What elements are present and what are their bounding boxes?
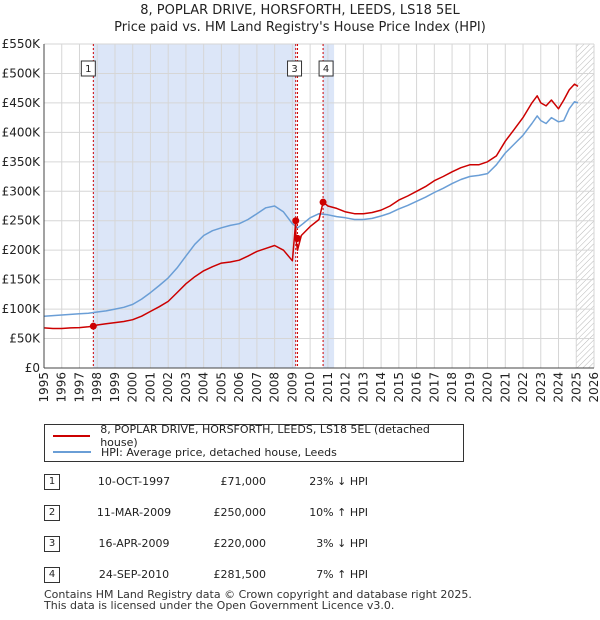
label-text: 1 (85, 64, 91, 75)
axes: £0 £50K £100K £150K £200K £250K £300K £350K £400… (2, 37, 600, 403)
x-tick-label: 2019 (463, 372, 477, 403)
table-row: 1 10-OCT-1997 £71,000 23% ↓ HPI (44, 472, 404, 494)
tx-date: 24-SEP-2010 (98, 568, 170, 581)
sale-marker (319, 198, 327, 206)
series-line-property (43, 83, 579, 330)
x-tick-label: 2015 (392, 372, 406, 403)
label-box (287, 60, 303, 77)
transaction-labels: 1 3 4 (80, 60, 334, 77)
series-line-hpi (43, 100, 579, 317)
sale-marker (89, 322, 97, 330)
y-tick-label: £450K (2, 96, 42, 110)
tx-price: £281,500 (213, 568, 267, 581)
table-row: 2 11-MAR-2009 £250,000 10% ↑ HPI (44, 503, 404, 525)
footer-copyright: Contains HM Land Registry data © Crown c… (44, 588, 472, 601)
label-text: 3 (291, 64, 297, 75)
sale-marker (294, 234, 302, 242)
series-lines (43, 83, 579, 330)
x-tick-label: 2000 (126, 372, 140, 403)
legend-swatch-red (53, 435, 91, 437)
x-tick-label: 2004 (197, 372, 211, 403)
x-tick-label: 1996 (55, 372, 69, 403)
legend-label-property: 8, POPLAR DRIVE, HORSFORTH, LEEDS, LS18 … (100, 423, 430, 449)
y-tick-label: £50K (9, 332, 41, 346)
x-tick-label: 2025 (569, 372, 583, 403)
tx-number: 2 (44, 505, 60, 521)
x-tick-label: 2013 (356, 372, 370, 403)
y-tick-label: £400K (2, 125, 42, 139)
tx-hpi: 3% ↓ HPI (316, 537, 368, 550)
x-tick-label: 1995 (37, 372, 51, 403)
y-tick-label: £0 (25, 361, 40, 375)
x-tick-label: 2020 (481, 372, 495, 403)
legend-swatch-blue (53, 451, 91, 453)
chart-title-line2: Price paid vs. HM Land Registry's House … (114, 20, 486, 35)
x-tick-label: 2016 (410, 372, 424, 403)
legend-item-property: 8, POPLAR DRIVE, HORSFORTH, LEEDS, LS18 … (53, 423, 463, 449)
x-tick-label: 1997 (72, 372, 86, 403)
y-tick-label: £200K (2, 243, 42, 257)
x-tick-label: 2022 (516, 372, 530, 403)
x-tick-label: 2011 (321, 372, 335, 403)
sale-markers (89, 198, 327, 330)
x-tick-label: 2007 (250, 372, 264, 403)
price-chart: 1 3 4 £0 £50K £100K £150K £200K £250K £300K £350K… (2, 37, 600, 403)
label-text: 4 (323, 64, 329, 75)
x-tick-label: 2010 (303, 372, 317, 403)
x-tick-label: 2008 (268, 372, 282, 403)
x-tick-label: 2006 (232, 372, 246, 403)
tx-number: 1 (44, 474, 60, 490)
sale-marker (292, 217, 300, 225)
y-tick-label: £300K (2, 184, 42, 198)
y-tick-label: £100K (2, 302, 42, 316)
y-tick-label: £250K (2, 214, 42, 228)
x-tick-label: 2014 (374, 372, 388, 403)
transaction-label-1: 1 (80, 60, 96, 77)
tx-date: 16-APR-2009 (98, 537, 170, 550)
hatched-range (576, 44, 594, 368)
legend: 8, POPLAR DRIVE, HORSFORTH, LEEDS, LS18 … (44, 423, 464, 462)
x-tick-label: 2017 (427, 372, 441, 403)
tx-price: £220,000 (213, 537, 267, 550)
tx-hpi: 23% ↓ HPI (309, 475, 368, 488)
transaction-label-3: 3 (287, 60, 303, 77)
shaded-range (93, 44, 296, 368)
chart-title-line1: 8, POPLAR DRIVE, HORSFORTH, LEEDS, LS18 … (140, 3, 460, 18)
tx-price: £250,000 (213, 506, 267, 519)
y-tick-label: £550K (2, 37, 42, 51)
x-tick-label: 2003 (179, 372, 193, 403)
tx-number: 4 (44, 567, 60, 583)
tx-price: £71,000 (220, 475, 267, 488)
x-tick-label: 1998 (90, 372, 104, 403)
tx-date: 11-MAR-2009 (96, 506, 172, 519)
y-tick-label: £350K (2, 155, 42, 169)
x-tick-label: 2024 (552, 372, 566, 403)
table-row: 3 16-APR-2009 £220,000 3% ↓ HPI (44, 534, 404, 556)
x-tick-label: 1999 (108, 372, 122, 403)
tx-hpi: 10% ↑ HPI (309, 506, 368, 519)
x-tick-label: 2009 (285, 372, 299, 403)
x-tick-label: 2002 (161, 372, 175, 403)
table-row: 4 24-SEP-2010 £281,500 7% ↑ HPI (44, 565, 404, 587)
footer: Contains HM Land Registry data © Crown c… (44, 589, 472, 611)
x-tick-label: 2012 (339, 372, 353, 403)
tx-date: 10-OCT-1997 (97, 475, 171, 488)
legend-label-hpi: HPI: Average price, detached house, Leed… (101, 445, 337, 459)
legend-item-hpi: HPI: Average price, detached house, Leed… (53, 444, 337, 460)
x-tick-label: 2001 (143, 372, 157, 403)
x-tick-label: 2018 (445, 372, 459, 403)
transaction-label-4: 4 (318, 60, 334, 77)
x-tick-label: 2005 (214, 372, 228, 403)
x-tick-label: 2026 (587, 372, 600, 403)
transaction-vlines (92, 44, 324, 368)
label-box (80, 60, 96, 77)
y-tick-label: £500K (2, 66, 42, 80)
label-box (318, 60, 334, 77)
x-tick-label: 2023 (534, 372, 548, 403)
tx-hpi: 7% ↑ HPI (316, 568, 368, 581)
x-tick-label: 2021 (498, 372, 512, 403)
footer-licence: This data is licensed under the Open Gov… (44, 599, 395, 612)
y-tick-label: £150K (2, 273, 42, 287)
tx-number: 3 (44, 536, 60, 552)
